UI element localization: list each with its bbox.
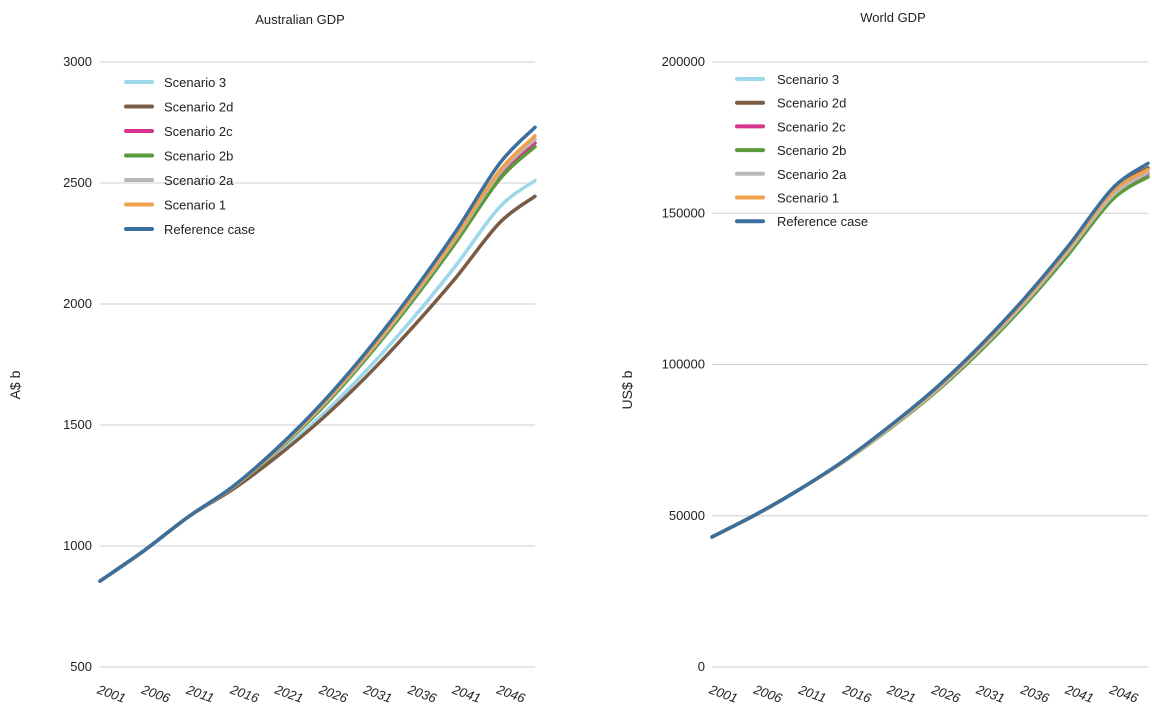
legend: Scenario 3 Scenario 2d Scenario 2c Scenario… — [735, 72, 868, 229]
y-tick-label: 200000 — [662, 54, 705, 69]
y-tick-label: 2000 — [63, 296, 92, 311]
legend-label: Scenario 1 — [777, 191, 839, 206]
legend-label: Scenario 2c — [164, 124, 233, 139]
y-tick-label: 3000 — [63, 54, 92, 69]
legend-label: Scenario 2c — [777, 119, 846, 134]
series-line — [710, 161, 1150, 539]
x-tick-label: 2031 — [361, 681, 394, 705]
x-tick-label: 2041 — [1062, 681, 1095, 705]
chart-1: Australian GDP A$ b 500 1000 1500 2000 2500 300… — [7, 12, 537, 706]
legend-label: Reference case — [164, 222, 255, 237]
legend-label: Scenario 2b — [777, 143, 846, 158]
legend-label: Scenario 2d — [164, 100, 233, 115]
chart-2: World GDP US$ b 0 50000 100000 150000 200000 20… — [619, 10, 1150, 706]
chart-title: Australian GDP — [255, 12, 345, 27]
x-tick-label: 2031 — [973, 681, 1006, 705]
y-tick-label: 150000 — [662, 205, 705, 220]
legend: Scenario 3 Scenario 2d Scenario 2c Scenario… — [124, 75, 255, 237]
x-tick-label: 2026 — [929, 681, 963, 706]
y-tick-label: 50000 — [669, 508, 705, 523]
legend-label: Scenario 3 — [164, 75, 226, 90]
series-line — [98, 194, 537, 583]
legend-label: Scenario 1 — [164, 198, 226, 213]
x-tick-label: 2041 — [450, 681, 483, 705]
x-tick-label: 2006 — [751, 681, 785, 706]
y-tick-label: 100000 — [662, 357, 705, 372]
x-tick-label: 2016 — [840, 681, 874, 706]
x-tick-label: 2011 — [796, 682, 828, 706]
x-tick-label: 2001 — [706, 681, 739, 705]
x-tick-label: 2046 — [494, 681, 528, 706]
legend-label: Scenario 2d — [777, 96, 846, 111]
legend-label: Scenario 2a — [164, 173, 234, 188]
series-line — [98, 125, 537, 583]
y-tick-label: 1500 — [63, 417, 92, 432]
y-tick-label: 500 — [70, 659, 92, 674]
legend-label: Scenario 2b — [164, 149, 233, 164]
x-tick-label: 2021 — [272, 681, 305, 705]
y-tick-label: 2500 — [63, 175, 92, 190]
x-tick-label: 2046 — [1107, 681, 1141, 706]
x-tick-label: 2016 — [228, 681, 262, 706]
x-tick-label: 2026 — [316, 681, 350, 706]
legend-label: Scenario 3 — [777, 72, 839, 87]
chart-title: World GDP — [860, 10, 926, 25]
x-tick-label: 2036 — [405, 681, 439, 706]
series-line — [98, 178, 537, 583]
x-tick-label: 2036 — [1018, 681, 1052, 706]
x-tick-label: 2011 — [184, 682, 216, 706]
y-axis-label: A$ b — [7, 370, 23, 399]
legend-label: Reference case — [777, 214, 868, 229]
legend-label: Scenario 2a — [777, 167, 847, 182]
y-tick-label: 1000 — [63, 538, 92, 553]
x-tick-label: 2001 — [94, 681, 127, 705]
y-tick-label: 0 — [698, 659, 705, 674]
y-axis-label: US$ b — [619, 370, 635, 409]
x-tick-label: 2021 — [884, 681, 917, 705]
x-tick-label: 2006 — [139, 681, 173, 706]
